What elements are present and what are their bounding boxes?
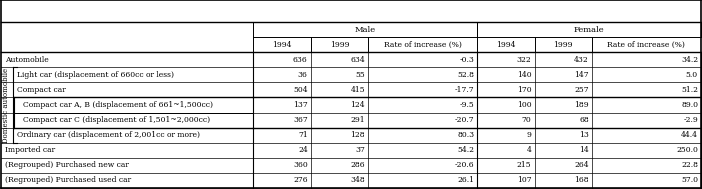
Text: 415: 415 <box>350 86 365 94</box>
Text: 70: 70 <box>522 116 531 124</box>
Text: 128: 128 <box>350 131 365 139</box>
Text: 9: 9 <box>526 131 531 139</box>
Text: 54.2: 54.2 <box>457 146 475 154</box>
Text: 44.4: 44.4 <box>681 131 698 139</box>
Text: 71: 71 <box>298 131 307 139</box>
Text: Female: Female <box>574 26 604 33</box>
Text: 140: 140 <box>517 71 531 79</box>
Text: 5.0: 5.0 <box>686 71 698 79</box>
Text: 322: 322 <box>517 56 531 64</box>
Text: 107: 107 <box>517 177 531 184</box>
Text: -0.3: -0.3 <box>459 56 475 64</box>
Text: 257: 257 <box>574 86 589 94</box>
Text: Light car (displacement of 660cc or less): Light car (displacement of 660cc or less… <box>17 71 174 79</box>
Text: 89.0: 89.0 <box>681 101 698 109</box>
Text: 100: 100 <box>517 101 531 109</box>
Text: 55: 55 <box>355 71 365 79</box>
Text: 634: 634 <box>350 56 365 64</box>
Text: Compact car A, B (displacement of 661~1,500cc): Compact car A, B (displacement of 661~1,… <box>23 101 213 109</box>
Text: -20.6: -20.6 <box>455 161 475 169</box>
Text: Ordinary car (displacement of 2,001cc or more): Ordinary car (displacement of 2,001cc or… <box>17 131 200 139</box>
Text: Domestic automobile: Domestic automobile <box>2 67 10 143</box>
Text: 37: 37 <box>355 146 365 154</box>
Text: Male: Male <box>355 26 376 33</box>
Text: 348: 348 <box>350 177 365 184</box>
Text: 367: 367 <box>293 116 307 124</box>
Text: 170: 170 <box>517 86 531 94</box>
Text: 124: 124 <box>350 101 365 109</box>
Text: 189: 189 <box>574 101 589 109</box>
Text: -20.7: -20.7 <box>455 116 475 124</box>
Text: 291: 291 <box>350 116 365 124</box>
Text: -2.9: -2.9 <box>683 116 698 124</box>
Text: 24: 24 <box>298 146 307 154</box>
Text: 4: 4 <box>526 146 531 154</box>
Text: -9.5: -9.5 <box>460 101 475 109</box>
Text: 264: 264 <box>574 161 589 169</box>
Text: (Regrouped) Purchased used car: (Regrouped) Purchased used car <box>5 177 131 184</box>
Text: 22.8: 22.8 <box>681 161 698 169</box>
Text: 34.2: 34.2 <box>681 56 698 64</box>
Text: 1994: 1994 <box>272 41 292 49</box>
Text: 147: 147 <box>574 71 589 79</box>
Text: 1999: 1999 <box>330 41 349 49</box>
Text: 68: 68 <box>579 116 589 124</box>
Text: 286: 286 <box>350 161 365 169</box>
Text: Compact car C (displacement of 1,501~2,000cc): Compact car C (displacement of 1,501~2,0… <box>23 116 210 124</box>
Text: Rate of increase (%): Rate of increase (%) <box>384 41 462 49</box>
Text: 137: 137 <box>293 101 307 109</box>
Text: 80.3: 80.3 <box>457 131 475 139</box>
Text: 168: 168 <box>574 177 589 184</box>
Text: 57.0: 57.0 <box>681 177 698 184</box>
Text: Automobile: Automobile <box>5 56 48 64</box>
Text: 276: 276 <box>293 177 307 184</box>
Text: Rate of increase (%): Rate of increase (%) <box>607 41 685 49</box>
Text: 504: 504 <box>293 86 307 94</box>
Text: 13: 13 <box>579 131 589 139</box>
Text: Imported car: Imported car <box>5 146 55 154</box>
Text: Compact car: Compact car <box>17 86 66 94</box>
Text: 14: 14 <box>579 146 589 154</box>
Text: -17.7: -17.7 <box>455 86 475 94</box>
Text: 51.2: 51.2 <box>681 86 698 94</box>
Text: 432: 432 <box>574 56 589 64</box>
Text: (Regrouped) Purchased new car: (Regrouped) Purchased new car <box>5 161 129 169</box>
Text: 1994: 1994 <box>496 41 516 49</box>
Text: 26.1: 26.1 <box>457 177 475 184</box>
Text: 1999: 1999 <box>553 41 573 49</box>
Text: 215: 215 <box>517 161 531 169</box>
Text: 52.8: 52.8 <box>457 71 475 79</box>
Text: 360: 360 <box>293 161 307 169</box>
Text: 636: 636 <box>293 56 307 64</box>
Text: 250.0: 250.0 <box>676 146 698 154</box>
Text: 36: 36 <box>298 71 307 79</box>
